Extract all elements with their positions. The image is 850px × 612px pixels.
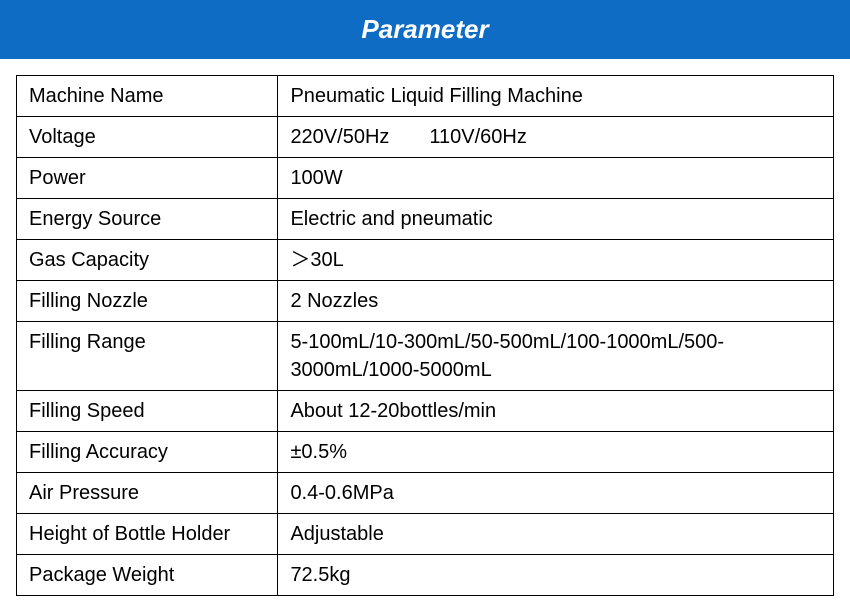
parameter-table-body: Machine Name Pneumatic Liquid Filling Ma…: [17, 76, 834, 596]
param-label: Filling Accuracy: [17, 432, 278, 473]
table-row: Filling Speed About 12-20bottles/min: [17, 391, 834, 432]
param-label: Power: [17, 158, 278, 199]
table-row: Filling Nozzle 2 Nozzles: [17, 281, 834, 322]
param-label: Air Pressure: [17, 473, 278, 514]
param-label: Package Weight: [17, 555, 278, 596]
table-row: Voltage 220V/50Hz 110V/60Hz: [17, 117, 834, 158]
parameter-header: Parameter: [0, 0, 850, 59]
param-value: 0.4-0.6MPa: [278, 473, 834, 514]
param-label: Voltage: [17, 117, 278, 158]
param-value: ±0.5%: [278, 432, 834, 473]
param-label: Energy Source: [17, 199, 278, 240]
param-label: Filling Range: [17, 322, 278, 391]
param-value: ＞30L: [278, 240, 834, 281]
param-value: 100W: [278, 158, 834, 199]
table-row: Power 100W: [17, 158, 834, 199]
parameter-table: Machine Name Pneumatic Liquid Filling Ma…: [16, 75, 834, 596]
param-value: Electric and pneumatic: [278, 199, 834, 240]
table-row: Height of Bottle Holder Adjustable: [17, 514, 834, 555]
table-row: Filling Accuracy ±0.5%: [17, 432, 834, 473]
param-label: Filling Nozzle: [17, 281, 278, 322]
param-label: Gas Capacity: [17, 240, 278, 281]
param-value: About 12-20bottles/min: [278, 391, 834, 432]
table-row: Package Weight 72.5kg: [17, 555, 834, 596]
param-value: 72.5kg: [278, 555, 834, 596]
param-value: Adjustable: [278, 514, 834, 555]
param-value: Pneumatic Liquid Filling Machine: [278, 76, 834, 117]
param-label: Height of Bottle Holder: [17, 514, 278, 555]
param-value: 220V/50Hz 110V/60Hz: [278, 117, 834, 158]
table-row: Machine Name Pneumatic Liquid Filling Ma…: [17, 76, 834, 117]
param-label: Filling Speed: [17, 391, 278, 432]
table-row: Gas Capacity ＞30L: [17, 240, 834, 281]
table-row: Air Pressure 0.4-0.6MPa: [17, 473, 834, 514]
param-label: Machine Name: [17, 76, 278, 117]
param-value: 5-100mL/10-300mL/50-500mL/100-1000mL/500…: [278, 322, 834, 391]
table-wrapper: Machine Name Pneumatic Liquid Filling Ma…: [0, 59, 850, 612]
table-row: Filling Range 5-100mL/10-300mL/50-500mL/…: [17, 322, 834, 391]
table-row: Energy Source Electric and pneumatic: [17, 199, 834, 240]
param-value: 2 Nozzles: [278, 281, 834, 322]
